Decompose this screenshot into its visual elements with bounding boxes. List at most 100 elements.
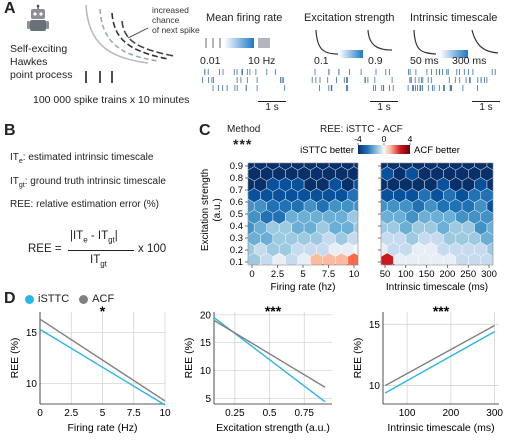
param-graphic (413, 29, 499, 58)
colorbar-title: REE: iSTTC - ACF (320, 124, 403, 135)
hex-cell (493, 167, 506, 181)
series-line-acf (39, 318, 166, 402)
y-tick-label: 0.9 (230, 161, 243, 172)
x-tick-label: 10 (349, 269, 360, 280)
panel-b-letter: B (4, 122, 16, 139)
formula-den-sub: gt (100, 259, 107, 269)
legend-item-isttc: iSTTC (25, 293, 69, 305)
param-max: 300 ms (452, 55, 487, 67)
formula-num-b: - IT (87, 230, 109, 242)
y-tick-label: 5 (205, 394, 211, 405)
param-min: 50 ms (410, 55, 439, 67)
scale-bar-2: 1 s (370, 101, 398, 114)
legend: iSTTC ACF (25, 293, 114, 305)
y-tick-label: 10 (200, 366, 212, 377)
y-tick-label: 0.5 (230, 209, 243, 220)
y-tick-label: 10 (369, 381, 381, 392)
param-block-excitation: Excitation strength 0.1 0.9 (300, 12, 400, 112)
formula-numerator: |ITe - ITgt| (70, 230, 118, 244)
param-graphic (205, 38, 270, 48)
model-label-line-2: Hawkes (10, 56, 48, 68)
annotation-line-1: increased (152, 5, 189, 15)
x-tick-label: 300 (481, 269, 497, 280)
scale-bar-3: 1 s (472, 101, 500, 114)
heatmap-xlabel: Firing rate (hz) (270, 282, 335, 293)
def-ree: REE: relative estimation error (%) (10, 199, 159, 210)
param-block-firing-rate: Mean firing rate 0.01 10 Hz (196, 12, 296, 112)
formula-den-it: IT (90, 254, 101, 266)
param-max: 10 Hz (248, 55, 276, 67)
param-min: 0.1 (314, 55, 329, 67)
formula-num-sub1: e (83, 235, 88, 245)
y-tick-label: 0.7 (230, 185, 243, 196)
x-tick-label: 0.75 (295, 408, 315, 419)
colorbar-right-label: ACF better (414, 145, 460, 156)
scale-bar-1: 1 s (258, 101, 286, 114)
fraction-bar (68, 250, 134, 251)
def-itgt-text: : ground truth intrinsic timescale (24, 176, 166, 187)
series-line-isttc (39, 328, 166, 406)
param-title: Excitation strength (304, 12, 395, 24)
heatmap-timescale: 50 100 150 200 250 300 Intrinsic timescale (ms… (378, 162, 506, 293)
param-title: Intrinsic timescale (410, 12, 498, 24)
y-tick-label: 0.8 (230, 173, 243, 184)
x-tick-label: 2.5 (64, 408, 78, 419)
x-tick-label: 0 (37, 408, 43, 419)
x-axis-label: Intrinsic timescale (ms) (387, 422, 494, 434)
def-ite-sub: e (18, 158, 23, 165)
line-plot-3: 100 200 300 10 15 Intrinsic timescale (ms) REE… (352, 303, 503, 434)
model-label-line-3: point process (10, 69, 73, 81)
def-ite-text: : estimated intrinsic timescale (22, 152, 154, 163)
annotation-line-3: of next spike (152, 25, 200, 35)
legend-label-acf: ACF (92, 293, 115, 305)
line-plot-2: 0.25 0.5 0.75 5 10 15 20 Excitation strength (a… (183, 303, 332, 434)
hex-cell (360, 188, 373, 202)
hex-cell (493, 188, 506, 202)
colorbar-tick: 4 (408, 134, 413, 144)
series-line-acf (384, 324, 495, 387)
legend-marker-acf (79, 294, 89, 304)
x-axis-label: Excitation strength (a.u.) (216, 422, 330, 434)
x-tick-label: 200 (439, 269, 455, 280)
colorbar-tick: 0 (382, 134, 387, 144)
significance-stars: *** (265, 303, 282, 319)
significance-stars: *** (433, 303, 450, 319)
y-tick-label: 0.2 (230, 245, 243, 256)
hex-cell (360, 210, 373, 224)
colorbar-left-label: iSTTC better (300, 145, 354, 156)
y-tick-label: 15 (26, 328, 38, 339)
y-tick-label: 15 (369, 320, 381, 331)
x-axis-label: Firing rate (Hz) (67, 422, 137, 434)
hex-cell (307, 263, 313, 265)
simulation-text: 100 000 spike trains x 10 minutes (33, 94, 190, 106)
y-tick-label: 15 (200, 338, 212, 349)
y-axis-label: REE (%) (352, 338, 364, 379)
formula-num-a: |IT (70, 230, 84, 242)
hex-cell (493, 231, 506, 245)
x-tick-label: 5 (100, 408, 106, 419)
param-max: 0.9 (368, 55, 383, 67)
heatmap-ylabel-line-2: (a.u.) (212, 198, 223, 221)
panel-a-letter: A (4, 0, 16, 17)
ree-line-plots: 0 2.5 5 7.5 10 10 15 Firing rate (Hz) REE (%) * 0.… (9, 303, 503, 434)
robot-icon (27, 4, 49, 31)
method-significance: *** (233, 136, 253, 152)
spike-rasters (202, 69, 496, 91)
x-tick-label: 150 (419, 269, 435, 280)
panel-d-letter: D (4, 290, 16, 307)
significance-stars: * (100, 303, 106, 319)
hex-cell (257, 263, 263, 265)
formula-num-c: | (114, 230, 118, 242)
x-tick-label: 100 (398, 269, 414, 280)
param-block-timescale: Intrinsic timescale 50 ms 300 ms (408, 12, 507, 112)
legend-label-isttc: iSTTC (38, 293, 70, 305)
hex-cell (360, 231, 373, 245)
x-tick-label: 250 (460, 269, 476, 280)
heatmap-xlabel: Intrinsic timescale (ms) (386, 282, 488, 293)
x-tick-label: 0.25 (225, 408, 245, 419)
y-tick-label: 0.3 (230, 233, 243, 244)
formula-rhs: x 100 (138, 243, 167, 255)
x-tick-label: 0.5 (263, 408, 277, 419)
formula-denominator: ITgt (90, 254, 107, 268)
